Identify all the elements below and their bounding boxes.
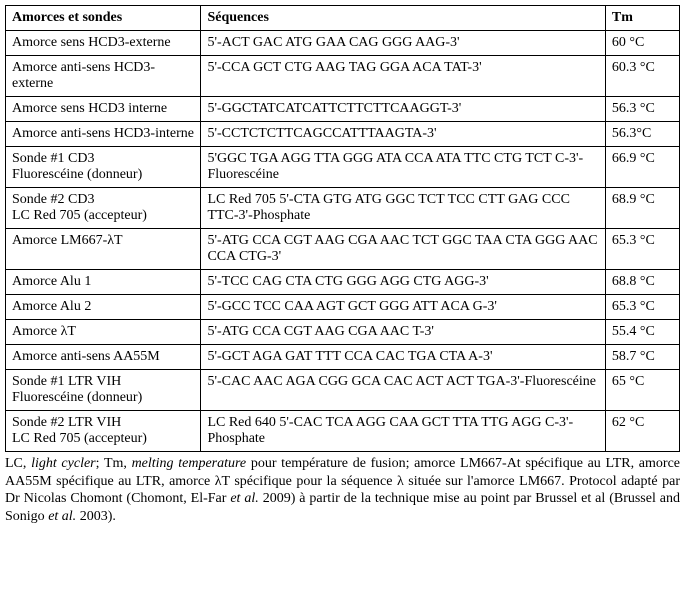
primers-probes-table: Amorces et sondes Séquences Tm Amorce se… — [5, 5, 680, 452]
table-cell: Amorce anti-sens AA55M — [6, 345, 201, 370]
table-row: Amorce anti-sens HCD3-interne5'-CCTCTCTT… — [6, 122, 680, 147]
table-cell: 5'-ACT GAC ATG GAA CAG GGG AAG-3' — [201, 31, 605, 56]
table-cell: 58.7 °C — [605, 345, 679, 370]
table-cell: 5'-CAC AAC AGA CGG GCA CAC ACT ACT TGA-3… — [201, 370, 605, 411]
header-sequences: Séquences — [201, 6, 605, 31]
table-cell: 60.3 °C — [605, 56, 679, 97]
table-row: Amorce anti-sens AA55M5'-GCT AGA GAT TTT… — [6, 345, 680, 370]
table-cell: Amorce Alu 1 — [6, 270, 201, 295]
table-cell: Amorce sens HCD3-externe — [6, 31, 201, 56]
table-cell: 62 °C — [605, 411, 679, 452]
table-row: Sonde #1 LTR VIHFluorescéine (donneur)5'… — [6, 370, 680, 411]
table-cell: 60 °C — [605, 31, 679, 56]
table-cell: Sonde #2 LTR VIHLC Red 705 (accepteur) — [6, 411, 201, 452]
table-cell: 68.8 °C — [605, 270, 679, 295]
table-cell: 56.3 °C — [605, 97, 679, 122]
table-cell: 65 °C — [605, 370, 679, 411]
table-cell: Amorce LM667-λT — [6, 229, 201, 270]
table-cell: 5'-GCT AGA GAT TTT CCA CAC TGA CTA A-3' — [201, 345, 605, 370]
table-caption: LC, light cycler; Tm, melting temperatur… — [5, 455, 680, 525]
caption-italic-lc: light cycler — [31, 456, 96, 471]
caption-text: 2003). — [76, 509, 116, 524]
table-cell: LC Red 640 5'-CAC TCA AGG CAA GCT TTA TT… — [201, 411, 605, 452]
table-cell: Sonde #2 CD3LC Red 705 (accepteur) — [6, 188, 201, 229]
table-cell: 68.9 °C — [605, 188, 679, 229]
table-cell: 65.3 °C — [605, 229, 679, 270]
table-cell: LC Red 705 5'-CTA GTG ATG GGC TCT TCC CT… — [201, 188, 605, 229]
table-cell: 5'-CCTCTCTTCAGCCATTTAAGTA-3' — [201, 122, 605, 147]
table-cell: Amorce anti-sens HCD3-externe — [6, 56, 201, 97]
caption-italic-etal2: et al. — [48, 509, 76, 524]
table-row: Amorce λT5'-ATG CCA CGT AAG CGA AAC T-3'… — [6, 320, 680, 345]
table-cell: Sonde #1 LTR VIHFluorescéine (donneur) — [6, 370, 201, 411]
table-header-row: Amorces et sondes Séquences Tm — [6, 6, 680, 31]
table-row: Sonde #2 CD3LC Red 705 (accepteur)LC Red… — [6, 188, 680, 229]
table-cell: 56.3°C — [605, 122, 679, 147]
table-row: Amorce LM667-λT5'-ATG CCA CGT AAG CGA AA… — [6, 229, 680, 270]
table-cell: Sonde #1 CD3Fluorescéine (donneur) — [6, 147, 201, 188]
table-cell: 5'-GGCTATCATCATTCTTCTTCAAGGT-3' — [201, 97, 605, 122]
table-row: Amorce Alu 25'-GCC TCC CAA AGT GCT GGG A… — [6, 295, 680, 320]
table-cell: 66.9 °C — [605, 147, 679, 188]
table-row: Amorce sens HCD3 interne5'-GGCTATCATCATT… — [6, 97, 680, 122]
table-cell: 5'-TCC CAG CTA CTG GGG AGG CTG AGG-3' — [201, 270, 605, 295]
table-cell: 5'-ATG CCA CGT AAG CGA AAC T-3' — [201, 320, 605, 345]
table-cell: 5'-GCC TCC CAA AGT GCT GGG ATT ACA G-3' — [201, 295, 605, 320]
header-tm: Tm — [605, 6, 679, 31]
table-row: Amorce anti-sens HCD3-externe5'-CCA GCT … — [6, 56, 680, 97]
table-cell: 65.3 °C — [605, 295, 679, 320]
header-amorces: Amorces et sondes — [6, 6, 201, 31]
table-cell: 5'-CCA GCT CTG AAG TAG GGA ACA TAT-3' — [201, 56, 605, 97]
table-cell: Amorce sens HCD3 interne — [6, 97, 201, 122]
table-cell: 5'GGC TGA AGG TTA GGG ATA CCA ATA TTC CT… — [201, 147, 605, 188]
table-cell: Amorce anti-sens HCD3-interne — [6, 122, 201, 147]
caption-italic-mt: melting temperature — [132, 456, 247, 471]
table-row: Amorce Alu 15'-TCC CAG CTA CTG GGG AGG C… — [6, 270, 680, 295]
table-row: Sonde #1 CD3Fluorescéine (donneur)5'GGC … — [6, 147, 680, 188]
caption-text: LC, — [5, 456, 31, 471]
caption-italic-etal1: et al. — [230, 491, 258, 506]
table-row: Amorce sens HCD3-externe5'-ACT GAC ATG G… — [6, 31, 680, 56]
caption-text: ; Tm, — [96, 456, 132, 471]
table-cell: Amorce Alu 2 — [6, 295, 201, 320]
table-cell: 5'-ATG CCA CGT AAG CGA AAC TCT GGC TAA C… — [201, 229, 605, 270]
table-row: Sonde #2 LTR VIHLC Red 705 (accepteur)LC… — [6, 411, 680, 452]
table-cell: 55.4 °C — [605, 320, 679, 345]
table-cell: Amorce λT — [6, 320, 201, 345]
